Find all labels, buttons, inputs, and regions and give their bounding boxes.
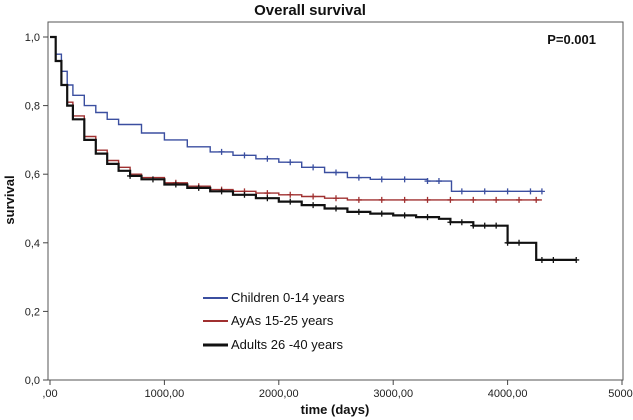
axis-ticks: ,00 1000,00 2000,00 3000,00 4000,00 5000, 0,0 0… [25, 32, 633, 400]
y-tick-label: 1,0 [25, 32, 40, 44]
x-tick-label: 1000,00 [145, 388, 185, 400]
censor-mark-adults [149, 176, 156, 183]
censor-mark-children [504, 188, 511, 195]
censor-mark-adults [504, 239, 511, 246]
censor-mark-ayas [378, 196, 385, 203]
x-tick-label: 5000, [608, 388, 633, 400]
x-tick-label: 4000,00 [488, 388, 528, 400]
y-axis-label: survival [2, 175, 17, 224]
censor-mark-children [310, 164, 317, 171]
legend-label-children: Children 0-14 years [231, 290, 345, 305]
y-tick-label: 0,8 [25, 101, 40, 113]
censor-mark-ayas [401, 196, 408, 203]
censor-mark-ayas [310, 193, 317, 200]
censor-mark-adults [172, 181, 179, 188]
chart-title: Overall survival [254, 2, 366, 19]
censor-mark-adults [287, 198, 294, 205]
censor-mark-children [378, 176, 385, 183]
censor-mark-children [401, 176, 408, 183]
censor-mark-adults [310, 202, 317, 209]
series-line-adults [50, 35, 577, 261]
censor-mark-children [355, 174, 362, 181]
censor-mark-children [333, 169, 339, 176]
censor-mark-adults [447, 219, 454, 226]
censor-mark-adults [538, 256, 545, 263]
x-tick-label: 3000,00 [373, 388, 413, 400]
censor-mark-children [218, 148, 225, 155]
x-tick-label: ,00 [42, 388, 57, 400]
censor-mark-children [527, 188, 534, 195]
x-axis-label: time (days) [301, 402, 370, 417]
censor-mark-children [538, 188, 545, 195]
censor-mark-adults [493, 222, 500, 229]
censor-mark-adults [218, 188, 225, 195]
series-line-children [50, 36, 542, 192]
censor-mark-ayas [333, 195, 339, 202]
censor-mark-ayas [355, 196, 362, 203]
censor-mark-children [424, 178, 431, 185]
censor-mark-adults [573, 256, 580, 263]
y-tick-label: 0,6 [25, 169, 40, 181]
censor-mark-adults [401, 212, 408, 219]
censor-mark-adults [424, 214, 431, 221]
censor-mark-ayas [533, 196, 540, 203]
censor-mark-adults [550, 256, 557, 263]
censor-mark-adults [378, 210, 385, 217]
censor-mark-children [458, 188, 465, 195]
censor-mark-adults [241, 191, 248, 198]
censor-mark-ayas [424, 196, 431, 203]
censor-mark-adults [458, 219, 465, 226]
censor-mark-adults [516, 239, 523, 246]
legend: Children 0-14 years AyAs 15-25 years Adu… [203, 290, 345, 352]
series-layer [50, 35, 580, 263]
censor-mark-children [481, 188, 488, 195]
censor-mark-adults [195, 184, 202, 191]
censor-mark-adults [355, 208, 362, 215]
censor-mark-adults [127, 172, 134, 179]
x-tick-label: 2000,00 [259, 388, 299, 400]
censor-mark-children [241, 152, 248, 159]
censor-mark-children [435, 178, 442, 185]
censor-mark-adults [470, 222, 477, 229]
censor-mark-adults [333, 205, 339, 212]
censor-mark-children [264, 155, 271, 162]
series-line-ayas [50, 36, 542, 201]
censor-mark-ayas [493, 196, 500, 203]
censor-mark-ayas [470, 196, 477, 203]
censor-mark-adults [264, 195, 271, 202]
p-value-annotation: P=0.001 [547, 32, 596, 47]
censor-mark-adults [481, 222, 488, 229]
censor-mark-children [287, 159, 294, 166]
y-tick-label: 0,0 [25, 375, 40, 387]
legend-label-ayas: AyAs 15-25 years [231, 313, 334, 328]
legend-label-adults: Adults 26 -40 years [231, 337, 344, 352]
censor-mark-ayas [447, 196, 454, 203]
y-tick-label: 0,2 [25, 306, 40, 318]
censor-mark-ayas [516, 196, 523, 203]
censor-mark-ayas [287, 191, 294, 198]
censor-mark-ayas [264, 190, 271, 197]
y-tick-label: 0,4 [25, 238, 40, 250]
